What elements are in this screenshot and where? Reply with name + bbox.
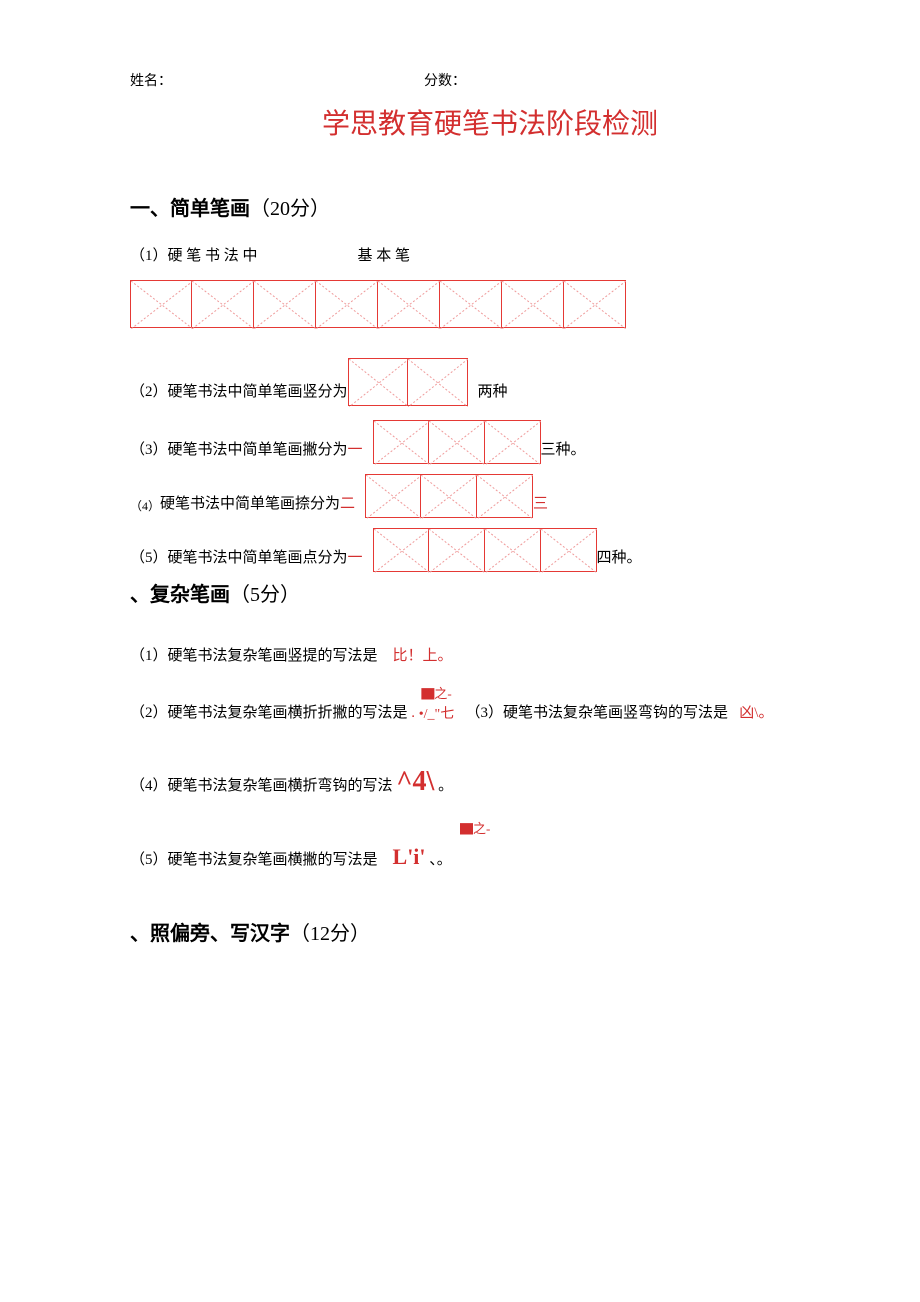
- practice-cell: [541, 528, 597, 572]
- score-label: 分数：: [424, 70, 466, 90]
- practice-cell: [348, 358, 408, 406]
- practice-cell: [408, 358, 468, 406]
- practice-cell: [192, 280, 254, 328]
- s1-q1-text2: 基 本 笔: [358, 249, 411, 270]
- s1-q3: （3）硬笔书法中简单笔画撇分为 一 三种。: [130, 420, 790, 464]
- s2-q2-q3: （2）硬笔书法复杂笔画横折折撇的写法是 . ▇之- •/_"七 （3）硬笔书法复…: [130, 700, 790, 727]
- section3-heading: 、照偏旁、写汉字（12分）: [130, 917, 790, 946]
- practice-cell: [378, 280, 440, 328]
- practice-cell: [316, 280, 378, 328]
- s2-q2-stack: ▇之- •/_"七: [419, 702, 455, 727]
- section1-heading: 一、简单笔画（20分）: [130, 192, 790, 221]
- s1-q4-grid: [365, 474, 533, 518]
- s2-q4: （4）硬笔书法复杂笔画横折弯钩的写法 ^4\ 。: [130, 757, 790, 807]
- s1-q2: （2）硬笔书法中简单笔画竖分为 两种: [130, 358, 790, 406]
- s2-q1-text: （1）硬笔书法复杂笔画竖提的写法是: [130, 648, 378, 664]
- practice-cell: [440, 280, 502, 328]
- s1-q5-grid: [373, 528, 597, 572]
- practice-cell: [564, 280, 626, 328]
- s1-q5-before: 一: [348, 551, 363, 572]
- s1-q1-text1: 硬 笔 书 法 中: [168, 249, 258, 270]
- practice-cell: [373, 528, 429, 572]
- practice-cell: [365, 474, 421, 518]
- s2-q2-text: （2）硬笔书法复杂笔画横折折撇的写法是: [130, 705, 408, 721]
- s2-q3-answer: 凶\。: [739, 705, 773, 721]
- page-title: 学思教育硬笔书法阶段检测: [190, 102, 790, 142]
- section2-points: （5分）: [230, 584, 300, 606]
- s1-q2-grid: [348, 358, 468, 406]
- s1-q1-grid: [130, 280, 790, 328]
- section2-heading: 、复杂笔画（5分）: [130, 578, 790, 607]
- s1-q5: （5）硬笔书法中简单笔画点分为 一 四种。: [130, 528, 790, 572]
- practice-cell: [130, 280, 192, 328]
- practice-cell: [429, 420, 485, 464]
- s2-q5-text: （5）硬笔书法复杂笔画横撇的写法是: [130, 852, 378, 868]
- practice-cell: [485, 420, 541, 464]
- s2-q3-text: （3）硬笔书法复杂笔画竖弯钩的写法是: [466, 705, 729, 721]
- s1-q4-before: 二: [340, 497, 355, 518]
- s2-q2-bot: •/_"七: [419, 702, 455, 727]
- section1-heading-text: 一、简单笔画: [130, 198, 250, 220]
- s1-q4: （4） 硬笔书法中简单笔画捺分为 二 三: [130, 474, 790, 518]
- s1-q1: （1） 硬 笔 书 法 中 基 本 笔: [130, 249, 790, 328]
- s1-q2-text: （2）硬笔书法中简单笔画竖分为: [130, 385, 348, 406]
- s2-q1-answer: 比！上。: [393, 648, 453, 664]
- s1-q1-prefix: （1）: [130, 249, 168, 270]
- s2-q2-dot: .: [411, 705, 415, 721]
- header-row: 姓名： 分数：: [130, 70, 790, 90]
- s2-q4-answer: ^4\: [396, 766, 434, 797]
- s1-q5-suffix: 四种。: [597, 551, 642, 572]
- s2-q4-text: （4）硬笔书法复杂笔画横折弯钩的写法: [130, 778, 393, 794]
- s2-q5: ▇之- （5）硬笔书法复杂笔画横撇的写法是 L'i' 、。: [130, 837, 790, 877]
- section1-points: （20分）: [250, 198, 330, 220]
- practice-cell: [477, 474, 533, 518]
- s1-q3-suffix: 三种。: [541, 443, 586, 464]
- practice-cell: [254, 280, 316, 328]
- s1-q5-text: （5）硬笔书法中简单笔画点分为: [130, 551, 348, 572]
- s1-q3-grid: [373, 420, 541, 464]
- s2-q4-suffix: 。: [438, 778, 453, 794]
- s1-q4-prefix: （4）: [130, 500, 160, 518]
- name-label: 姓名：: [130, 70, 172, 90]
- s1-q3-before: 一: [348, 443, 363, 464]
- s2-q2-top: ▇之-: [421, 682, 451, 705]
- s2-q1: （1）硬笔书法复杂笔画竖提的写法是 比！上。: [130, 643, 790, 670]
- s2-q5-suffix: 、。: [429, 852, 452, 868]
- s1-q4-suffix: 三: [533, 497, 548, 518]
- s2-q5-top: ▇之-: [460, 817, 490, 840]
- practice-cell: [373, 420, 429, 464]
- s1-q2-suffix: 两种: [478, 385, 508, 406]
- practice-cell: [421, 474, 477, 518]
- s1-q3-text: （3）硬笔书法中简单笔画撇分为: [130, 443, 348, 464]
- section2-heading-text: 、复杂笔画: [130, 584, 230, 606]
- practice-cell: [429, 528, 485, 572]
- s2-q5-answer: L'i': [393, 844, 426, 869]
- practice-cell: [485, 528, 541, 572]
- s1-q4-text: 硬笔书法中简单笔画捺分为: [160, 497, 340, 518]
- practice-cell: [502, 280, 564, 328]
- section3-points: （12分）: [290, 923, 370, 945]
- section3-heading-text: 、照偏旁、写汉字: [130, 923, 290, 945]
